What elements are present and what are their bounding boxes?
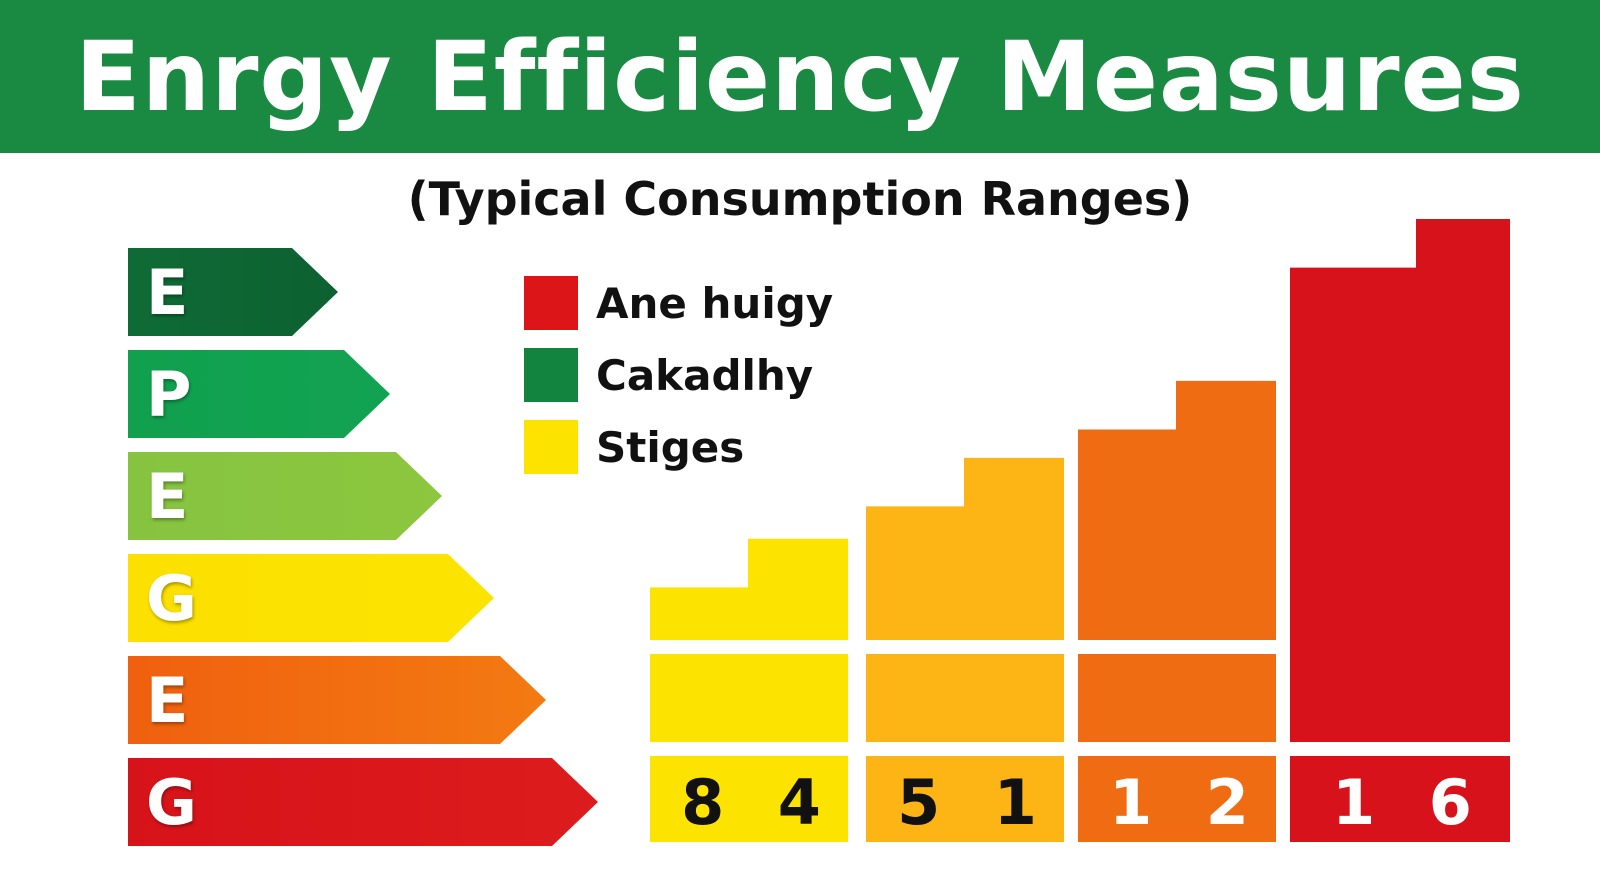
value-cell	[866, 756, 1064, 842]
chart-subtitle: (Typical Consumption Ranges)	[407, 172, 1193, 226]
value-label: 1 6	[1332, 766, 1488, 839]
rating-arrow: G	[128, 758, 598, 846]
legend-item: Cakadlhy	[524, 348, 813, 402]
bar-base-block	[866, 654, 1064, 742]
legend-label: Cakadlhy	[596, 350, 814, 400]
rating-arrow: P	[128, 350, 390, 438]
rating-letter: E	[146, 255, 189, 329]
rating-letter: G	[146, 561, 197, 635]
rating-arrow: E	[128, 452, 442, 540]
title-banner: Enrgy Efficiency Measures	[0, 0, 1600, 153]
legend-swatch	[524, 276, 578, 330]
rating-arrow: E	[128, 248, 338, 336]
step-bar	[1078, 380, 1276, 640]
bar-base-block	[1078, 654, 1276, 742]
bar-base-block	[650, 654, 848, 742]
rating-letter: P	[146, 357, 192, 431]
rating-letter: E	[146, 663, 189, 737]
step-bar	[650, 538, 848, 640]
legend-label: Ane huigy	[596, 278, 834, 328]
step-bar	[1290, 219, 1510, 742]
page-title: Enrgy Efficiency Measures	[75, 20, 1525, 133]
rating-letter: G	[146, 765, 197, 839]
value-cell	[650, 756, 848, 842]
rating-arrow: G	[128, 554, 494, 642]
rating-arrow: E	[128, 656, 546, 744]
legend-item: Stiges	[524, 420, 744, 474]
value-label: 1 2	[1109, 766, 1265, 839]
legend-item: Ane huigy	[524, 276, 833, 330]
value-label: 5 1	[897, 766, 1053, 839]
step-bar	[866, 457, 1064, 640]
legend-label: Stiges	[596, 422, 745, 472]
rating-letter: E	[146, 459, 189, 533]
value-cell	[1290, 756, 1510, 842]
value-cell	[1078, 756, 1276, 842]
legend-swatch	[524, 348, 578, 402]
value-label: 8 4	[681, 766, 837, 839]
legend-swatch	[524, 420, 578, 474]
